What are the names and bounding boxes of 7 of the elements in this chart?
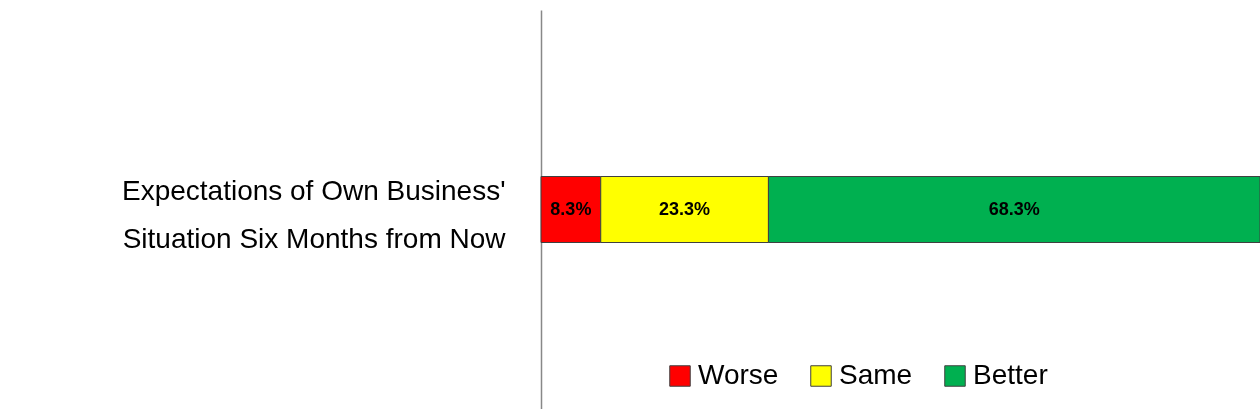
legend-label: Same — [839, 359, 913, 390]
legend-label: Better — [973, 359, 1048, 390]
y-tick-label: Expectations of Own Business' Situation Six Months from Now — [121, 174, 507, 254]
data-label: 68.3% — [988, 198, 1040, 219]
data-label: 8.3% — [550, 198, 592, 219]
data-label: 23.3% — [659, 198, 711, 219]
legend-label: Worse — [698, 359, 779, 390]
